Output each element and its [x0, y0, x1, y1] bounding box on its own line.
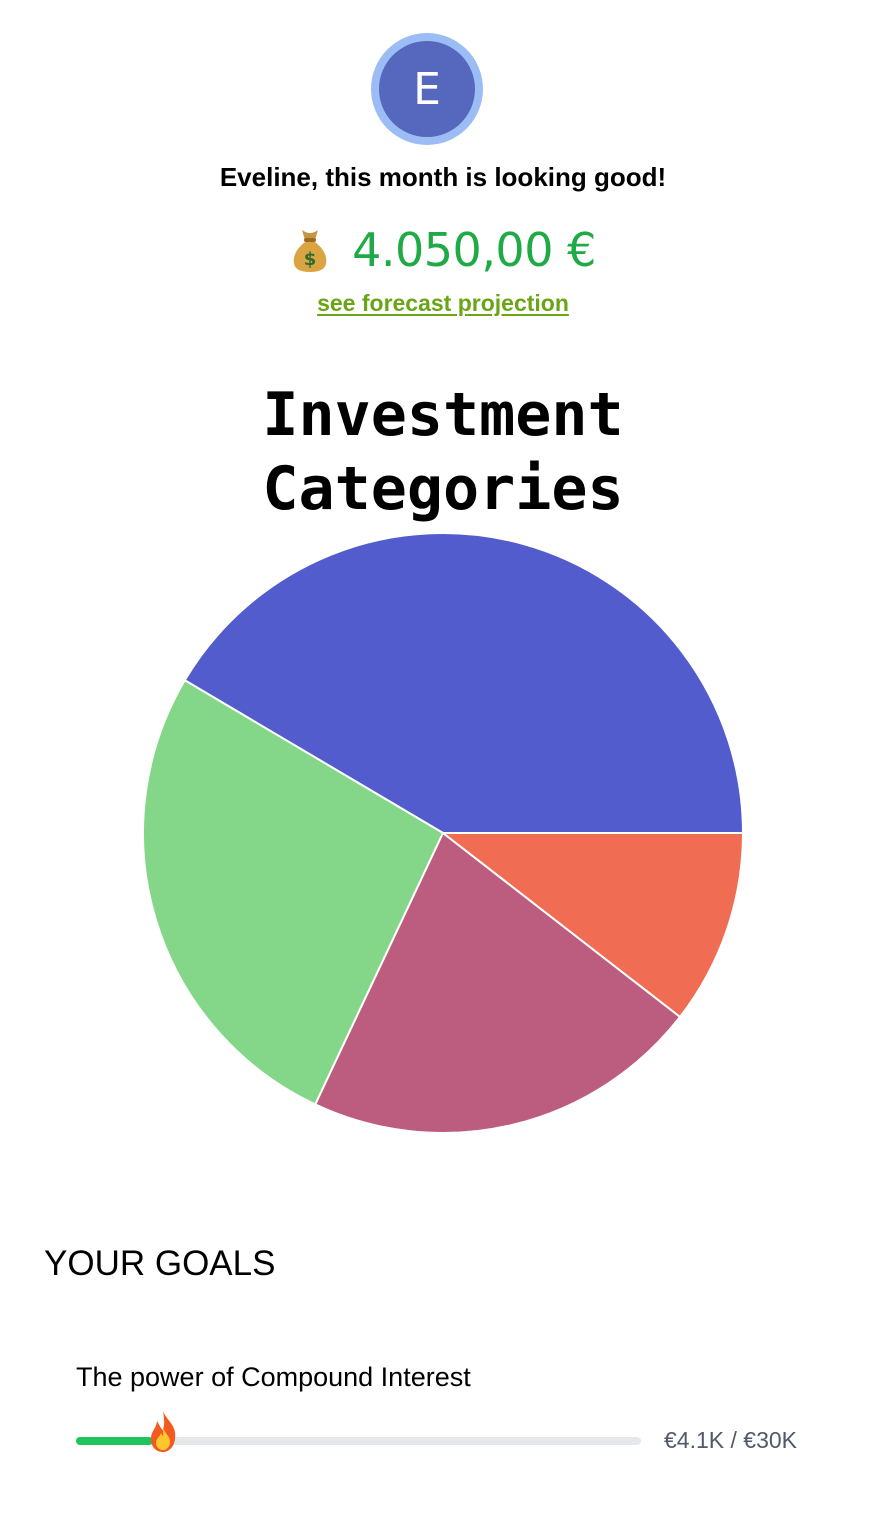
goal-amount: €4.1K / €30K: [664, 1427, 797, 1453]
goal-progress-fill: [76, 1437, 154, 1445]
pie-slice-3: [313, 831, 682, 1134]
avatar[interactable]: E: [371, 33, 483, 145]
greeting-text: Eveline, this month is looking good!: [219, 162, 667, 192]
svg-text:$: $: [304, 249, 317, 270]
pie-slice-4: [440, 832, 745, 1019]
balance-amount: 4.050,00 €: [352, 223, 596, 277]
pie-slice-2: [142, 678, 445, 1106]
avatar-initial: E: [379, 41, 475, 137]
forecast-projection-link[interactable]: see forecast projection: [317, 290, 569, 316]
investment-pie-chart: [142, 532, 745, 1134]
fire-icon: [151, 1411, 176, 1452]
goal-name: The power of Compound Interest: [76, 1362, 471, 1392]
money-bag-icon: $: [293, 230, 327, 272]
chart-title: Investment Categories: [262, 380, 624, 524]
pie-slice-1: [183, 532, 745, 834]
balance-row: $ 4.050,00 €: [0, 220, 886, 280]
goals-heading: YOUR GOALS: [44, 1244, 276, 1283]
goal-progress-bar: [76, 1411, 641, 1452]
